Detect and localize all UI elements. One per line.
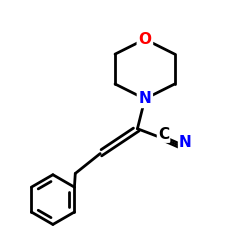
Text: C: C bbox=[158, 127, 169, 142]
Text: N: N bbox=[179, 136, 192, 150]
Text: N: N bbox=[138, 92, 151, 106]
Text: O: O bbox=[138, 32, 151, 47]
